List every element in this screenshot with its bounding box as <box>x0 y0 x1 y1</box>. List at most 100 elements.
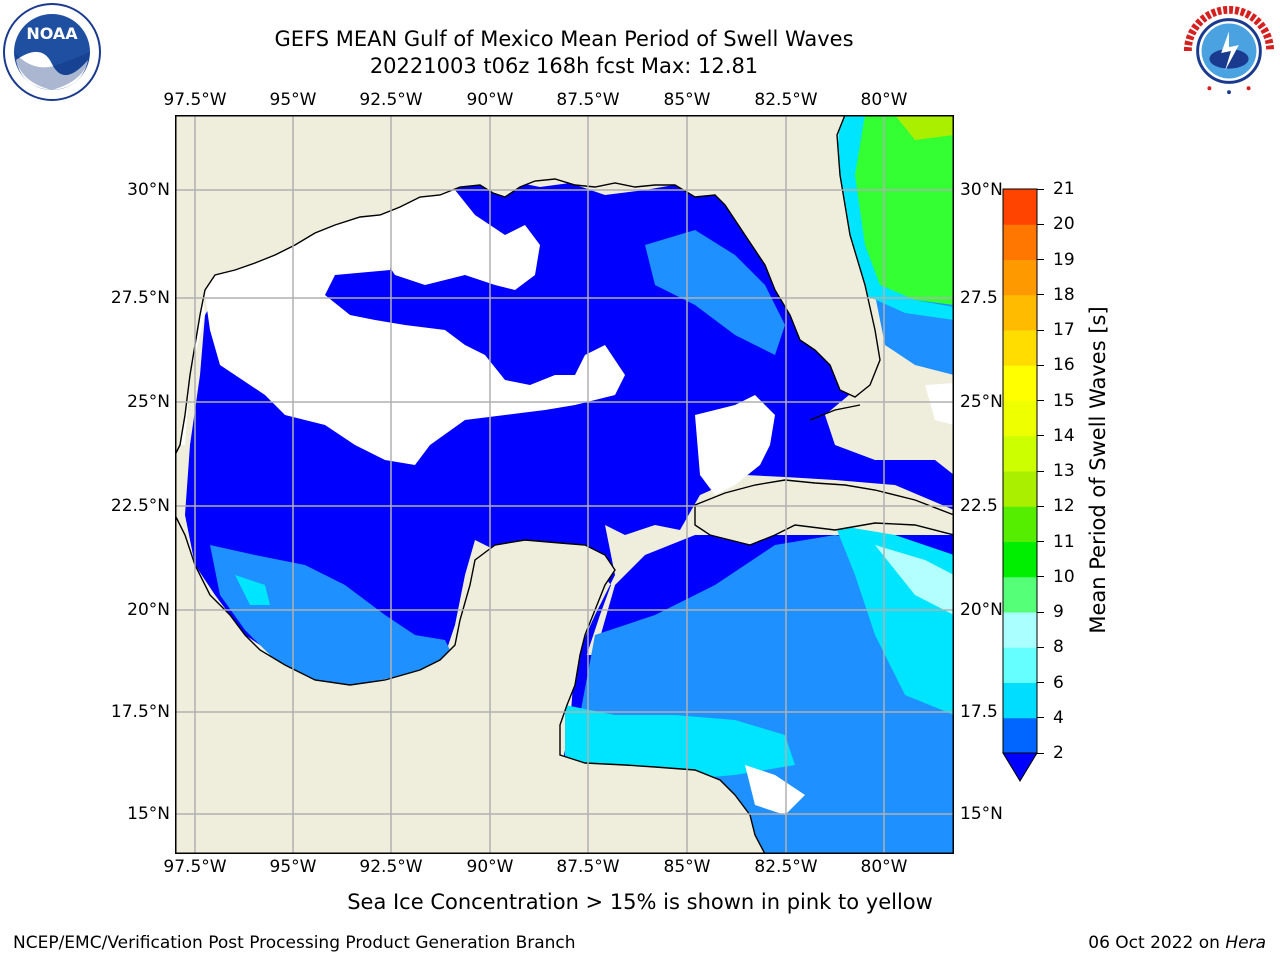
colorbar-segment <box>1003 224 1037 260</box>
lon-label-top: 95°W <box>269 90 317 110</box>
swell-4-6-gulf-sw <box>235 575 270 605</box>
map-frame <box>175 115 954 854</box>
colorbar-tick-label: 18 <box>1053 284 1075 305</box>
lat-label-right: 20°N <box>960 600 1003 620</box>
land-usa <box>175 115 954 456</box>
colorbar-segment <box>1003 189 1037 225</box>
colorbar-tick-label: 17 <box>1053 320 1075 340</box>
lat-label-right: 25°N <box>960 392 1003 412</box>
nws-logo <box>1180 2 1278 104</box>
lat-label-left: 15°N <box>127 804 170 824</box>
lat-label-right: 30°N <box>960 180 1003 200</box>
lat-label-left: 20°N <box>127 600 170 620</box>
lat-label-right: 22.5 <box>960 496 998 516</box>
colorbar-tick-label: 19 <box>1053 249 1075 270</box>
colorbar-segment <box>1003 612 1037 648</box>
no-data-east-gulf <box>695 395 775 495</box>
land-cuba <box>694 479 954 546</box>
no-data-nicaragua <box>745 765 805 815</box>
colorbar-segment <box>1003 541 1037 578</box>
lat-label-right: 17.5 <box>960 702 998 722</box>
colorbar-tick-label: 14 <box>1053 425 1075 446</box>
lat-label-right: 15°N <box>960 804 1003 824</box>
lon-label-bottom: 97.5°W <box>163 857 227 877</box>
lon-label-bottom: 87.5°W <box>556 857 620 877</box>
swell-4-6-caribbean <box>565 705 795 780</box>
colorbar-segment <box>1003 400 1037 437</box>
swell-2-4-central <box>645 230 785 355</box>
lon-label-top: 92.5°W <box>359 90 423 110</box>
swell-2-4-bay-campeche <box>210 545 455 685</box>
no-data-florida-keys <box>925 383 954 425</box>
chart-title: GEFS MEAN Gulf of Mexico Mean Period of … <box>274 27 854 51</box>
footer-date: 06 Oct 2022 on Hera <box>1088 933 1266 953</box>
colorbar-segment <box>1003 365 1037 401</box>
colorbar-tick-mark <box>1037 611 1044 613</box>
colorbar-segment <box>1003 506 1037 542</box>
florida-keys-line <box>809 404 861 421</box>
lon-label-top: 82.5°W <box>754 90 818 110</box>
colorbar-segment <box>1003 471 1037 507</box>
colorbar-tick-mark <box>1037 505 1044 507</box>
colorbar <box>1002 188 1038 782</box>
lon-label-bottom: 95°W <box>269 857 317 877</box>
lon-label-top: 85°W <box>663 90 711 110</box>
lon-label-top: 97.5°W <box>163 90 227 110</box>
colorbar-tick-mark <box>1037 752 1044 754</box>
graticule <box>175 115 954 854</box>
colorbar-tick-mark <box>1037 400 1044 401</box>
colorbar-tick-mark <box>1037 541 1044 542</box>
footer-date-text: 06 Oct 2022 on <box>1088 933 1220 953</box>
colorbar-tick-mark <box>1037 223 1044 225</box>
colorbar-tick-label: 6 <box>1053 672 1064 693</box>
colorbar-segment <box>1003 259 1037 296</box>
colorbar-tick-label: 2 <box>1053 743 1064 763</box>
lon-label-top: 90°W <box>466 90 514 110</box>
lat-label-left: 27.5°N <box>110 288 170 308</box>
lon-label-bottom: 85°W <box>663 857 711 877</box>
colorbar-tick-mark <box>1037 188 1044 190</box>
colorbar-tick-mark <box>1037 470 1044 472</box>
footer-machine: Hera <box>1225 933 1266 953</box>
colorbar-tick-mark <box>1037 294 1044 296</box>
gulf-of-mexico-map <box>175 115 954 854</box>
colorbar-tick-label: 10 <box>1053 566 1075 587</box>
colorbar-tick-mark <box>1037 576 1044 578</box>
colorbar-tick-mark <box>1037 682 1044 683</box>
colorbar-tick-mark <box>1037 329 1044 331</box>
colorbar-segment <box>1003 330 1037 366</box>
lat-label-left: 30°N <box>127 180 170 200</box>
footer-branch: NCEP/EMC/Verification Post Processing Pr… <box>13 933 576 953</box>
colorbar-tick-label: 4 <box>1053 707 1064 728</box>
lat-label-left: 25°N <box>127 392 170 412</box>
lon-label-bottom: 90°W <box>466 857 514 877</box>
lon-label-bottom: 82.5°W <box>754 857 818 877</box>
swell-cyan-atlantic-edge <box>835 115 954 320</box>
lon-label-bottom: 92.5°W <box>359 857 423 877</box>
colorbar-tick-label: 15 <box>1053 390 1075 411</box>
colorbar-extend-arrow <box>1002 752 1038 782</box>
lat-label-right: 27.5 <box>960 288 998 308</box>
svg-text:NOAA: NOAA <box>26 24 78 43</box>
colorbar-tick-label: 16 <box>1053 355 1075 376</box>
lat-label-left: 22.5°N <box>110 496 170 516</box>
lon-label-top: 80°W <box>860 90 908 110</box>
swell-6-8-east <box>875 545 954 615</box>
colorbar-tick-label: 12 <box>1053 496 1075 517</box>
colorbar-segment <box>1003 294 1037 331</box>
colorbar-tick-label: 13 <box>1053 461 1075 481</box>
swell-green-atlantic <box>843 115 954 305</box>
lon-label-bottom: 80°W <box>860 857 908 877</box>
lon-label-top: 87.5°W <box>556 90 620 110</box>
colorbar-tick-label: 9 <box>1053 602 1064 622</box>
colorbar-tick-label: 20 <box>1053 214 1075 235</box>
colorbar-tick-mark <box>1037 364 1044 366</box>
colorbar-tick-label: 21 <box>1053 179 1075 199</box>
colorbar-tick-mark <box>1037 646 1044 648</box>
swell-yellowgreen-atlantic <box>895 115 954 140</box>
colorbar-tick-mark <box>1037 717 1044 719</box>
colorbar-tick-mark <box>1037 435 1044 437</box>
colorbar-segment <box>1003 576 1037 613</box>
colorbar-segment <box>1003 682 1037 719</box>
land-mexico <box>175 514 766 854</box>
